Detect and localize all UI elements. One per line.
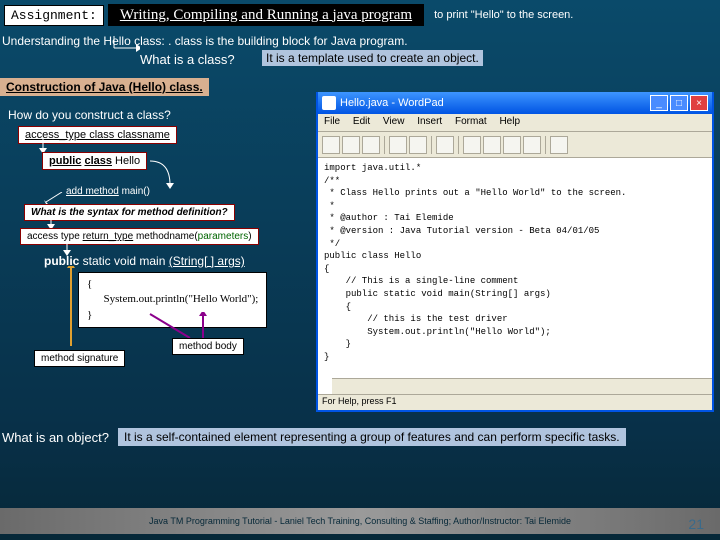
toolbar-sep4	[545, 136, 546, 154]
tb-date[interactable]	[550, 136, 568, 154]
slide-title: Writing, Compiling and Running a java pr…	[108, 4, 424, 26]
minimize-button[interactable]: _	[650, 95, 668, 111]
window-buttons: _ □ ×	[650, 95, 708, 111]
wordpad-icon	[322, 96, 336, 110]
maximize-button[interactable]: □	[670, 95, 688, 111]
tb-print[interactable]	[389, 136, 407, 154]
what-is-class: What is a class?	[140, 52, 235, 67]
tb-paste[interactable]	[503, 136, 521, 154]
menu-help[interactable]: Help	[499, 116, 520, 127]
tb-preview[interactable]	[409, 136, 427, 154]
tb-new[interactable]	[322, 136, 340, 154]
arrow-1	[100, 36, 140, 66]
menubar: File Edit View Insert Format Help	[318, 114, 712, 132]
menu-file[interactable]: File	[324, 116, 340, 127]
menu-insert[interactable]: Insert	[417, 116, 442, 127]
body-arrow-1	[140, 312, 200, 340]
brace-open: {	[87, 277, 258, 292]
public-hello-box: public class Hello	[42, 152, 147, 170]
object-answer: It is a self-contained element represent…	[118, 428, 626, 446]
page-number: 21	[688, 516, 704, 532]
close-button[interactable]: ×	[690, 95, 708, 111]
body-arrow-2	[196, 312, 210, 340]
add-method: add method main()	[60, 184, 156, 199]
class-answer: It is a template used to create an objec…	[262, 50, 483, 66]
toolbar-sep2	[431, 136, 432, 154]
tb-save[interactable]	[362, 136, 380, 154]
editor-content[interactable]: import java.util.* /** * Class Hello pri…	[318, 158, 712, 394]
toolbar-sep3	[458, 136, 459, 154]
top-row: Assignment: Writing, Compiling and Runni…	[4, 4, 716, 26]
wordpad-window: Hello.java - WordPad _ □ × File Edit Vie…	[316, 92, 714, 412]
code-text: import java.util.* /** * Class Hello pri…	[324, 162, 706, 364]
toolbar	[318, 132, 712, 158]
toolbar-sep	[384, 136, 385, 154]
scrollbar-h[interactable]	[332, 378, 712, 394]
method-def-box: access type return_type methodname(param…	[20, 228, 259, 245]
footer-text: Java TM Programming Tutorial - Laniel Te…	[149, 516, 571, 526]
tb-copy[interactable]	[483, 136, 501, 154]
statusbar: For Help, press F1	[318, 394, 712, 410]
slide: Assignment: Writing, Compiling and Runni…	[0, 0, 720, 540]
tb-open[interactable]	[342, 136, 360, 154]
wordpad-titlebar: Hello.java - WordPad _ □ ×	[318, 92, 712, 114]
footer: Java TM Programming Tutorial - Laniel Te…	[0, 508, 720, 534]
method-body-label: method body	[172, 338, 244, 355]
tb-cut[interactable]	[463, 136, 481, 154]
tb-find[interactable]	[436, 136, 454, 154]
sig-arrow	[64, 266, 78, 350]
construction-title: Construction of Java (Hello) class.	[0, 78, 209, 96]
assignment-label: Assignment:	[4, 5, 104, 26]
menu-edit[interactable]: Edit	[353, 116, 370, 127]
wordpad-title: Hello.java - WordPad	[340, 97, 444, 109]
print-note: to print "Hello" to the screen.	[434, 9, 573, 21]
construct-question: How do you construct a class?	[8, 108, 171, 122]
method-sig-label: method signature	[34, 350, 125, 367]
menu-format[interactable]: Format	[455, 116, 487, 127]
println-line: System.out.println("Hello World");	[87, 292, 258, 307]
tb-undo[interactable]	[523, 136, 541, 154]
understanding-line: Understanding the Hello class: . class i…	[2, 34, 408, 48]
object-question: What is an object?	[2, 430, 109, 445]
menu-view[interactable]: View	[383, 116, 405, 127]
arrow-hello	[150, 155, 190, 191]
